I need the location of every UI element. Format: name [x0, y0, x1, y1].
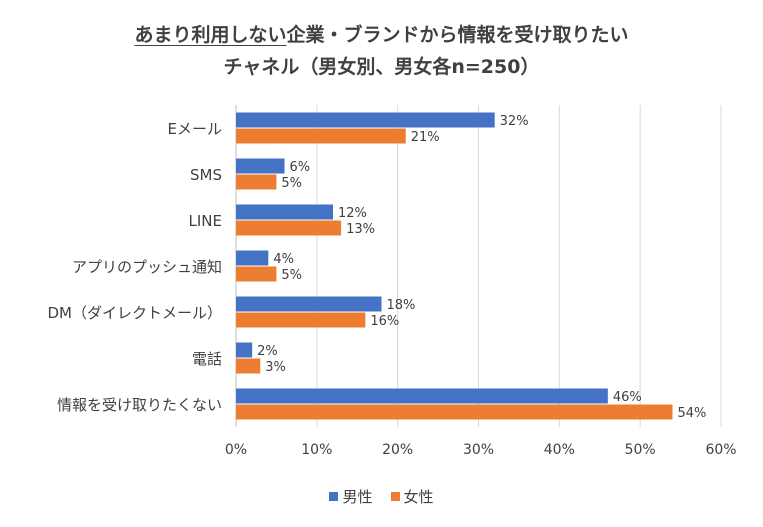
bar-male-2 [236, 204, 333, 220]
legend-swatch-male [329, 492, 339, 501]
legend-label-male: 男性 [342, 488, 373, 506]
category-label-4: DM（ダイレクトメール） [48, 304, 223, 322]
x-tick-label-1: 10% [301, 442, 332, 458]
x-tick-label-0: 0% [225, 442, 247, 458]
data-label-female-6: 54% [678, 406, 707, 421]
bar-male-3 [236, 250, 269, 266]
category-label-2: LINE [189, 212, 222, 230]
legend-item-female: 女性 [390, 486, 434, 507]
category-label-3: アプリのプッシュ通知 [72, 258, 222, 276]
data-label-male-6: 46% [613, 390, 642, 405]
chart-title-rest: 企業・ブランドから情報を受け取りたい [286, 24, 629, 46]
data-label-female-5: 3% [265, 360, 286, 375]
bar-male-5 [236, 342, 253, 358]
x-tick-label-5: 50% [625, 442, 656, 458]
x-tick-label-4: 40% [544, 442, 575, 458]
category-label-1: SMS [190, 166, 222, 184]
bar-male-6 [236, 388, 608, 404]
category-label-6: 情報を受け取りたくない [57, 396, 222, 414]
legend: 男性 女性 [0, 486, 763, 507]
x-tick-label-6: 60% [705, 442, 736, 458]
data-label-female-2: 13% [346, 222, 375, 237]
legend-item-male: 男性 [329, 486, 373, 507]
bar-female-4 [236, 312, 366, 328]
bar-female-5 [236, 358, 261, 374]
chart-title-line2: チャネル（男女別、男女各n=250） [223, 56, 540, 78]
bar-male-1 [236, 158, 285, 174]
data-label-female-4: 16% [370, 314, 399, 329]
data-label-female-0: 21% [411, 130, 440, 145]
x-tick-label-3: 30% [463, 442, 494, 458]
bar-female-2 [236, 220, 342, 236]
data-label-male-0: 32% [500, 114, 529, 129]
data-label-male-5: 2% [257, 344, 278, 359]
legend-label-female: 女性 [403, 488, 434, 506]
bar-female-6 [236, 404, 673, 420]
data-label-male-2: 12% [338, 206, 367, 221]
bar-female-3 [236, 266, 277, 282]
x-tick-label-2: 20% [382, 442, 413, 458]
category-label-5: 電話 [192, 350, 222, 368]
bar-male-0 [236, 112, 495, 128]
data-label-male-3: 4% [273, 252, 294, 267]
bar-female-1 [236, 174, 277, 190]
chart-title-underlined-part: あまり利用しない [134, 24, 287, 46]
data-label-male-1: 6% [290, 160, 311, 175]
bar-male-4 [236, 296, 382, 312]
bar-female-0 [236, 128, 406, 144]
data-label-female-3: 5% [281, 268, 302, 283]
legend-swatch-female [390, 492, 400, 501]
category-label-0: Eメール [168, 120, 222, 138]
chart-title-line1: あまり利用しない企業・ブランドから情報を受け取りたい [0, 20, 763, 47]
data-label-male-4: 18% [387, 298, 416, 313]
data-label-female-1: 5% [281, 176, 302, 191]
